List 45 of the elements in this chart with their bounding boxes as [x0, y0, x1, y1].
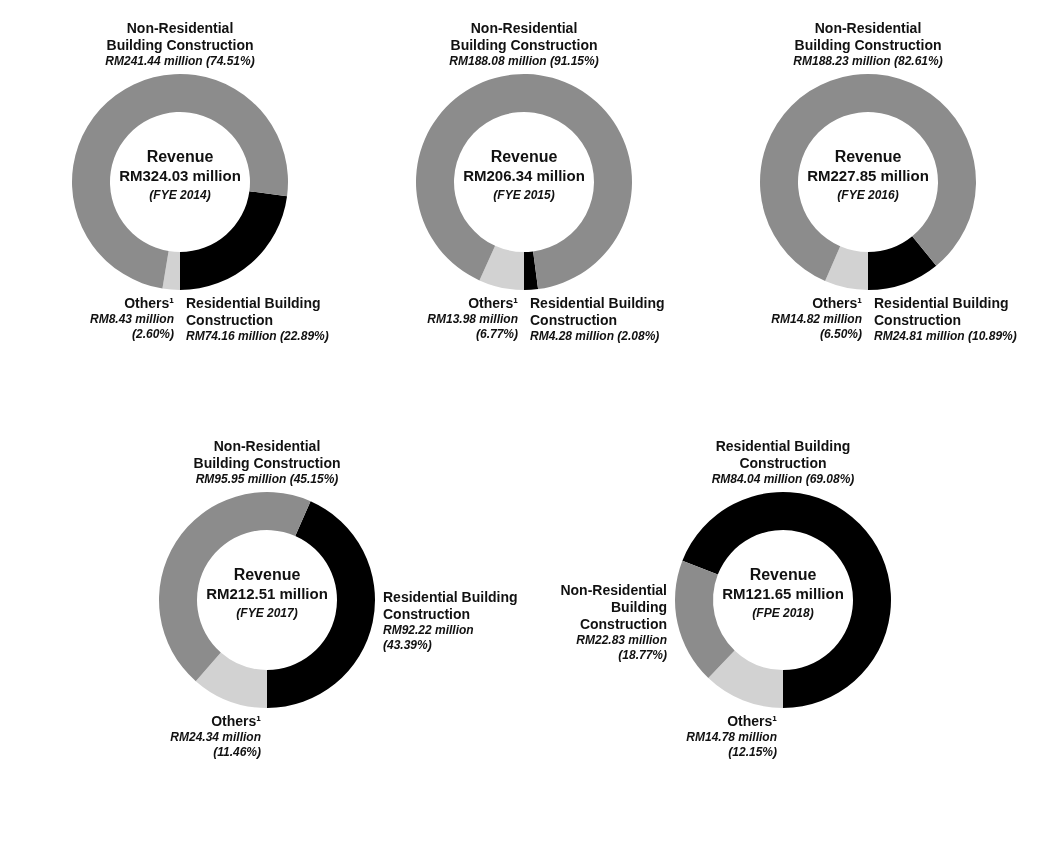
slice-label: Residential Building Construction: [382, 589, 518, 623]
data-label: RM14.78 million (12.15%): [685, 730, 777, 759]
text: RM227.85 million: [807, 167, 929, 184]
text: Revenue: [233, 565, 300, 583]
data-label: RM241.44 million (74.51%): [105, 54, 255, 68]
slice-label: Residential Building Construction: [715, 438, 850, 471]
text: RM121.65 million: [721, 585, 844, 602]
slice-label: Non-Residential Building Construction: [450, 20, 598, 53]
slice-label: Residential Building Construction: [186, 295, 321, 328]
data-label: RM24.81 million (10.89%): [874, 329, 1017, 343]
data-label: RM188.08 million (91.15%): [449, 54, 599, 68]
data-label: RM14.82 million (6.50%): [771, 312, 862, 341]
slice-label: Residential Building Construction: [874, 295, 1009, 328]
text: RM212.51 million: [205, 585, 328, 602]
data-label: RM4.28 million (2.08%): [530, 329, 660, 343]
data-label: RM13.98 million (6.77%): [427, 312, 518, 341]
text: (FPE 2018): [751, 606, 814, 620]
data-label: RM22.83 million (18.77%): [575, 632, 667, 662]
slice-label: Residential Building Construction: [530, 295, 665, 328]
data-label: RM188.23 million (82.61%): [793, 54, 943, 68]
slice-label: Non-Residential Building Construction: [106, 20, 254, 53]
slice-label: Others¹: [468, 295, 519, 311]
data-label: RM74.16 million (22.89%): [186, 329, 329, 343]
data-label: RM95.95 million (45.15%): [195, 472, 338, 486]
data-label: RM24.34 million (11.46%): [169, 730, 261, 759]
slice-label: Others¹: [726, 713, 777, 729]
slice-label: Others¹: [210, 713, 261, 729]
text: (FYE 2016): [837, 188, 899, 202]
text: RM206.34 million: [463, 167, 585, 184]
text: Revenue: [490, 147, 558, 165]
slice-label: Non-Residential Building Construction: [193, 438, 340, 471]
text: Revenue: [749, 565, 816, 583]
data-label: RM92.22 million (43.39%): [382, 623, 474, 653]
slice-label: Non-Residential Building Construction: [794, 20, 942, 53]
text: (FYE 2017): [235, 606, 298, 620]
slice-label: Non-Residential Building Construction: [559, 581, 667, 632]
slice-label: Others¹: [124, 295, 175, 311]
data-label: RM84.04 million (69.08%): [711, 472, 854, 486]
text: (FYE 2014): [149, 188, 211, 202]
slice-label: Others¹: [812, 295, 863, 311]
text: (FYE 2015): [493, 188, 555, 202]
text: Revenue: [146, 147, 214, 165]
text: RM324.03 million: [119, 167, 241, 184]
text: Revenue: [834, 147, 902, 165]
data-label: RM8.43 million (2.60%): [89, 312, 174, 341]
